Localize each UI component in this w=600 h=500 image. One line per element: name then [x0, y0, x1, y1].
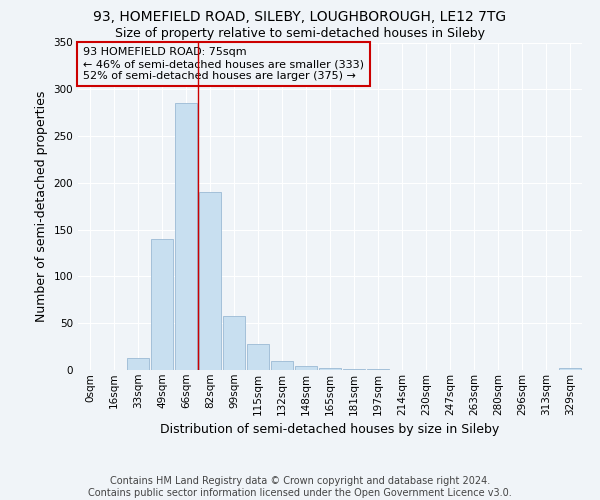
Bar — [247, 344, 269, 370]
Bar — [367, 369, 389, 370]
X-axis label: Distribution of semi-detached houses by size in Sileby: Distribution of semi-detached houses by … — [160, 423, 500, 436]
Text: 93 HOMEFIELD ROAD: 75sqm
← 46% of semi-detached houses are smaller (333)
52% of : 93 HOMEFIELD ROAD: 75sqm ← 46% of semi-d… — [83, 48, 364, 80]
Bar — [319, 368, 341, 370]
Bar — [151, 239, 173, 370]
Bar — [271, 360, 293, 370]
Bar — [223, 316, 245, 370]
Text: Contains HM Land Registry data © Crown copyright and database right 2024.
Contai: Contains HM Land Registry data © Crown c… — [88, 476, 512, 498]
Bar — [175, 104, 197, 370]
Bar — [127, 358, 149, 370]
Bar — [295, 366, 317, 370]
Bar — [343, 369, 365, 370]
Text: Size of property relative to semi-detached houses in Sileby: Size of property relative to semi-detach… — [115, 28, 485, 40]
Y-axis label: Number of semi-detached properties: Number of semi-detached properties — [35, 90, 48, 322]
Text: 93, HOMEFIELD ROAD, SILEBY, LOUGHBOROUGH, LE12 7TG: 93, HOMEFIELD ROAD, SILEBY, LOUGHBOROUGH… — [94, 10, 506, 24]
Bar — [199, 192, 221, 370]
Bar — [559, 368, 581, 370]
